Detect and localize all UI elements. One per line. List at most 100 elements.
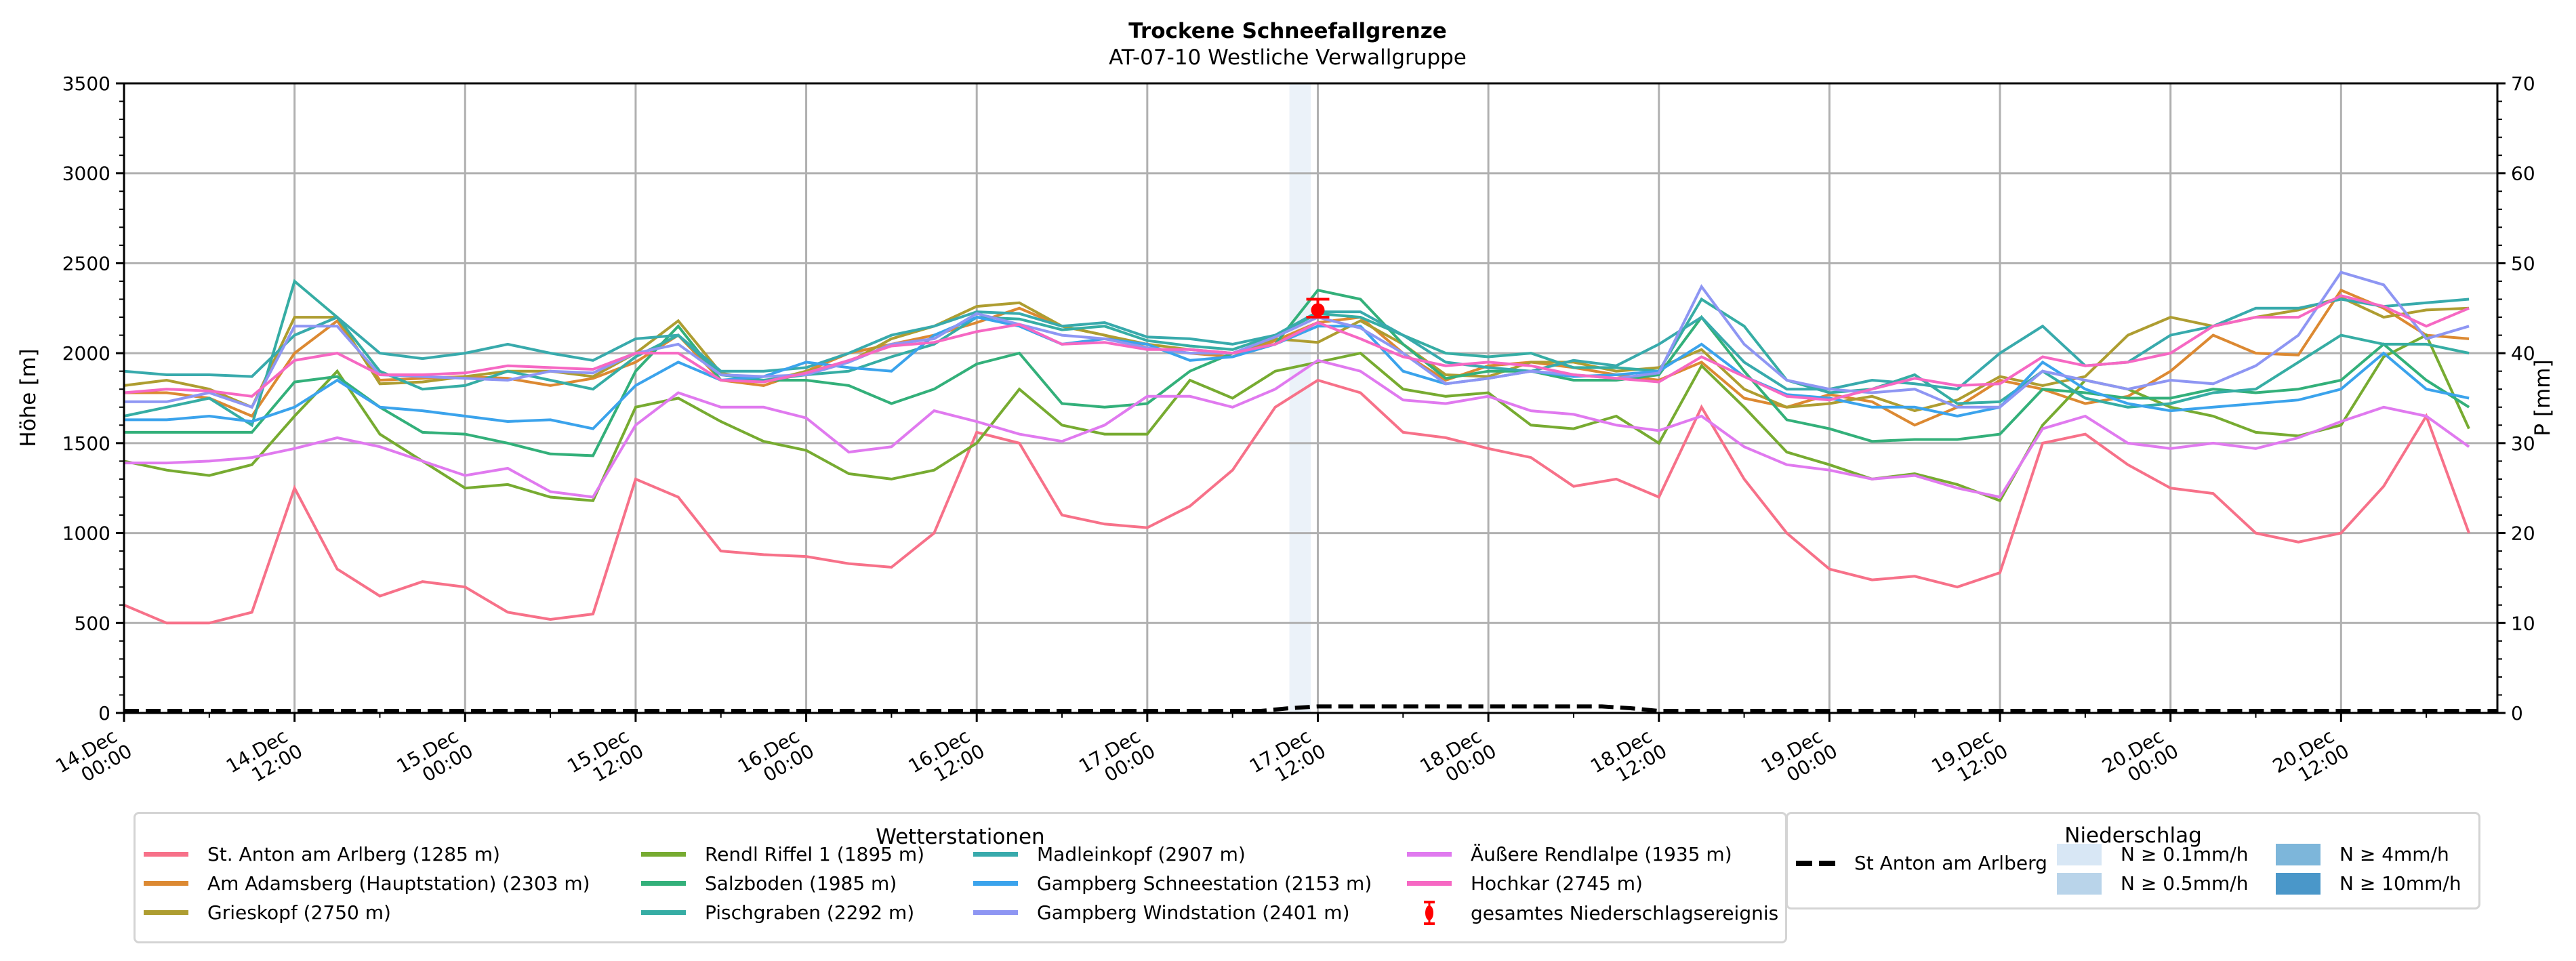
y-tick-label: 0	[98, 702, 110, 724]
legend-stations-title: Wetterstationen	[876, 825, 1045, 849]
legend-swatch	[973, 852, 1018, 857]
y-tick-label: 3500	[62, 73, 110, 95]
legend-item-precip-intensity: N ≥ 10mm/h	[2276, 872, 2461, 895]
y-tick-label-right: 0	[2511, 702, 2523, 724]
legend-swatch	[144, 881, 188, 886]
legend-item-event: gesamtes Niederschlagsereignis	[1407, 899, 1778, 926]
y-tick-label-right: 20	[2511, 523, 2535, 545]
legend-patch	[2057, 872, 2102, 895]
legend-label: gesamtes Niederschlagsereignis	[1471, 901, 1779, 924]
legend-item-precip-intensity: N ≥ 0.1mm/h	[2057, 843, 2248, 865]
legend-swatch	[1407, 881, 1452, 886]
legend-patch	[2276, 843, 2321, 865]
legend-item-station: Rendl Riffel 1 (1895 m)	[641, 843, 924, 865]
legend-swatch	[144, 910, 188, 915]
legend-label: St Anton am Arlberg	[1854, 852, 2047, 874]
legend-item-precip-intensity: N ≥ 0.5mm/h	[2057, 872, 2248, 895]
legend-item-station: Hochkar (2745 m)	[1407, 872, 1643, 895]
legend-swatch	[641, 852, 686, 857]
legend-item-station: Pischgraben (2292 m)	[641, 901, 914, 924]
legend-swatch	[641, 881, 686, 886]
y-tick-label: 3000	[62, 163, 110, 185]
legend-label: Hochkar (2745 m)	[1471, 872, 1643, 895]
legend-item-station: St. Anton am Arlberg (1285 m)	[144, 843, 500, 865]
y-tick-label: 1500	[62, 432, 110, 455]
series-line-7	[124, 316, 2470, 430]
precip-line	[124, 704, 2497, 713]
legend-item-station: Am Adamsberg (Hauptstation) (2303 m)	[144, 872, 590, 895]
legend-label: St. Anton am Arlberg (1285 m)	[207, 843, 500, 865]
y-tick-label: 1000	[62, 523, 110, 545]
series-line-10	[123, 294, 2470, 402]
legend-label: Madleinkopf (2907 m)	[1037, 843, 1246, 865]
series-line-6	[123, 298, 2470, 391]
y-tick-label-right: 30	[2511, 432, 2535, 455]
legend-label: Salzboden (1985 m)	[705, 872, 897, 895]
legend-swatch	[641, 910, 686, 915]
legend-swatch	[973, 881, 1018, 886]
precip-dashed-line	[124, 704, 2497, 713]
legend-stations: Wetterstationen St. Anton am Arlberg (12…	[134, 812, 1787, 943]
series-lines	[123, 270, 2470, 625]
legend-patch	[2276, 872, 2321, 895]
y-axis-label-right: P [mm]	[2531, 359, 2555, 436]
legend-label: N ≥ 4mm/h	[2339, 843, 2449, 865]
legend-swatch	[144, 852, 188, 857]
y-tick-label: 2000	[62, 342, 110, 365]
y-tick-label-right: 40	[2511, 342, 2535, 365]
legend-label: N ≥ 0.5mm/h	[2121, 872, 2249, 895]
legend-label: N ≥ 10mm/h	[2339, 872, 2461, 895]
series-line-9	[124, 359, 2470, 499]
errorbar-point-icon	[1407, 899, 1452, 926]
legend-item-precip-intensity: N ≥ 4mm/h	[2276, 843, 2449, 865]
legend-item-station: Äußere Rendlalpe (1935 m)	[1407, 843, 1732, 865]
event-point	[1311, 303, 1325, 317]
legend-swatch	[973, 910, 1018, 915]
legend-item-station: Gampberg Schneestation (2153 m)	[973, 872, 1372, 895]
legend-item-station: Gampberg Windstation (2401 m)	[973, 901, 1350, 924]
y-tick-label-right: 70	[2511, 73, 2535, 95]
legend-label: Gampberg Windstation (2401 m)	[1037, 901, 1350, 924]
y-axis-right: 0 10 20 30 40 50 60 70	[2497, 73, 2535, 724]
legend-label: Gampberg Schneestation (2153 m)	[1037, 872, 1372, 895]
legend-swatch	[1407, 852, 1452, 857]
legend-precipitation: Niederschlag St Anton am Arlberg N ≥ 0.1…	[1786, 812, 2480, 909]
y-tick-label: 2500	[62, 252, 110, 274]
legend-patch	[2057, 843, 2102, 865]
legend-label: N ≥ 0.1mm/h	[2121, 843, 2249, 865]
legend-item-station: Madleinkopf (2907 m)	[973, 843, 1246, 865]
precip-bands	[1289, 83, 1311, 713]
legend-item-precip-line: St Anton am Arlberg	[1796, 852, 2047, 874]
y-tick-label: 500	[75, 612, 110, 634]
legend-label: Äußere Rendlalpe (1935 m)	[1471, 843, 1732, 865]
y-tick-label-right: 60	[2511, 163, 2535, 185]
series-line-8	[124, 270, 2470, 409]
legend-label: Rendl Riffel 1 (1895 m)	[705, 843, 925, 865]
series-line-0	[123, 378, 2470, 625]
legend-item-station: Grieskopf (2750 m)	[144, 901, 391, 924]
legend-label: Pischgraben (2292 m)	[705, 901, 915, 924]
y-axis-label: Höhe [m]	[16, 348, 41, 447]
chart-subtitle: AT-07-10 Westliche Verwallgruppe	[1109, 45, 1467, 70]
dashed-line-icon	[1796, 860, 1835, 866]
legend-item-station: Salzboden (1985 m)	[641, 872, 897, 895]
event-marker	[1306, 298, 1330, 319]
series-line-3	[123, 333, 2470, 503]
legend-label: Grieskopf (2750 m)	[207, 901, 391, 924]
y-tick-label-right: 50	[2511, 252, 2535, 274]
